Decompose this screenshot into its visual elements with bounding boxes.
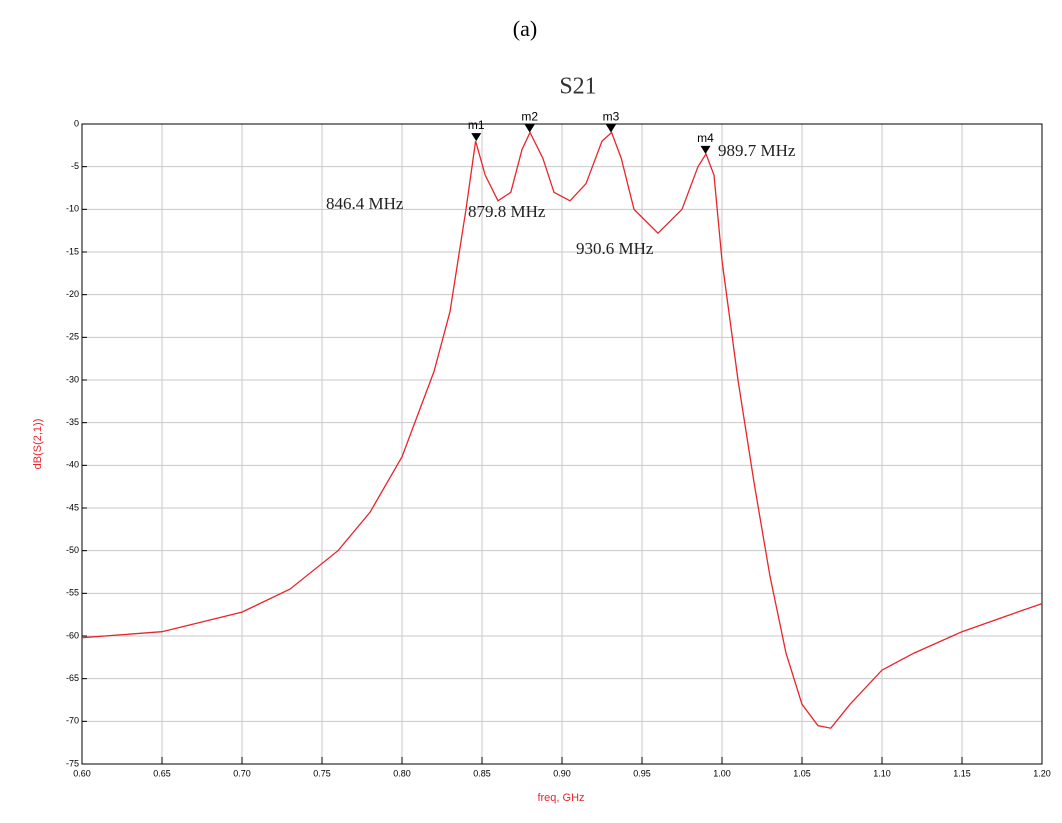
y-tick-label: -10 — [66, 204, 79, 214]
y-tick-label: -5 — [71, 161, 79, 171]
y-tick-label: -50 — [66, 545, 79, 555]
marker — [606, 125, 616, 133]
x-tick-label: 1.05 — [793, 768, 811, 778]
y-tick-label: -25 — [66, 332, 79, 342]
marker-annotation: 989.7 MHz — [718, 141, 796, 160]
x-tick-label: 0.80 — [393, 768, 411, 778]
x-tick-label: 1.10 — [873, 768, 891, 778]
marker-label: m4 — [697, 131, 714, 145]
marker-annotation: 930.6 MHz — [576, 239, 654, 258]
marker-annotation: 879.8 MHz — [468, 202, 546, 221]
x-tick-label: 0.95 — [633, 768, 651, 778]
x-tick-label: 1.15 — [953, 768, 971, 778]
x-tick-label: 0.60 — [73, 768, 91, 778]
y-tick-label: -45 — [66, 502, 79, 512]
y-tick-label: -60 — [66, 630, 79, 640]
marker-label: m1 — [468, 118, 485, 132]
y-tick-label: -65 — [66, 673, 79, 683]
marker-label: m2 — [521, 110, 538, 124]
x-tick-label: 1.20 — [1033, 768, 1051, 778]
panel-label: (a) — [513, 16, 537, 41]
y-tick-label: -35 — [66, 417, 79, 427]
x-tick-label: 1.00 — [713, 768, 731, 778]
y-tick-label: -55 — [66, 588, 79, 598]
y-tick-label: -15 — [66, 246, 79, 256]
x-tick-label: 0.65 — [153, 768, 171, 778]
y-tick-label: 0 — [74, 118, 79, 128]
marker-label: m3 — [603, 110, 620, 124]
chart-title: S21 — [559, 74, 596, 100]
y-axis-label: dB(S(2,1)) — [32, 419, 44, 470]
marker-annotation: 846.4 MHz — [326, 194, 404, 213]
y-tick-label: -30 — [66, 374, 79, 384]
x-tick-label: 0.85 — [473, 768, 491, 778]
x-tick-label: 0.75 — [313, 768, 331, 778]
y-tick-label: -20 — [66, 289, 79, 299]
marker — [701, 146, 711, 154]
y-tick-label: -75 — [66, 758, 79, 768]
x-tick-label: 0.90 — [553, 768, 571, 778]
y-tick-label: -70 — [66, 716, 79, 726]
marker — [525, 125, 535, 133]
y-tick-label: -40 — [66, 460, 79, 470]
x-tick-label: 0.70 — [233, 768, 251, 778]
marker — [471, 133, 481, 141]
x-axis-label: freq, GHz — [537, 792, 584, 804]
chart: (a) S21 freq, GHz dB(S(2,1)) 0 -5 -10 -15 -2… — [0, 0, 1062, 823]
